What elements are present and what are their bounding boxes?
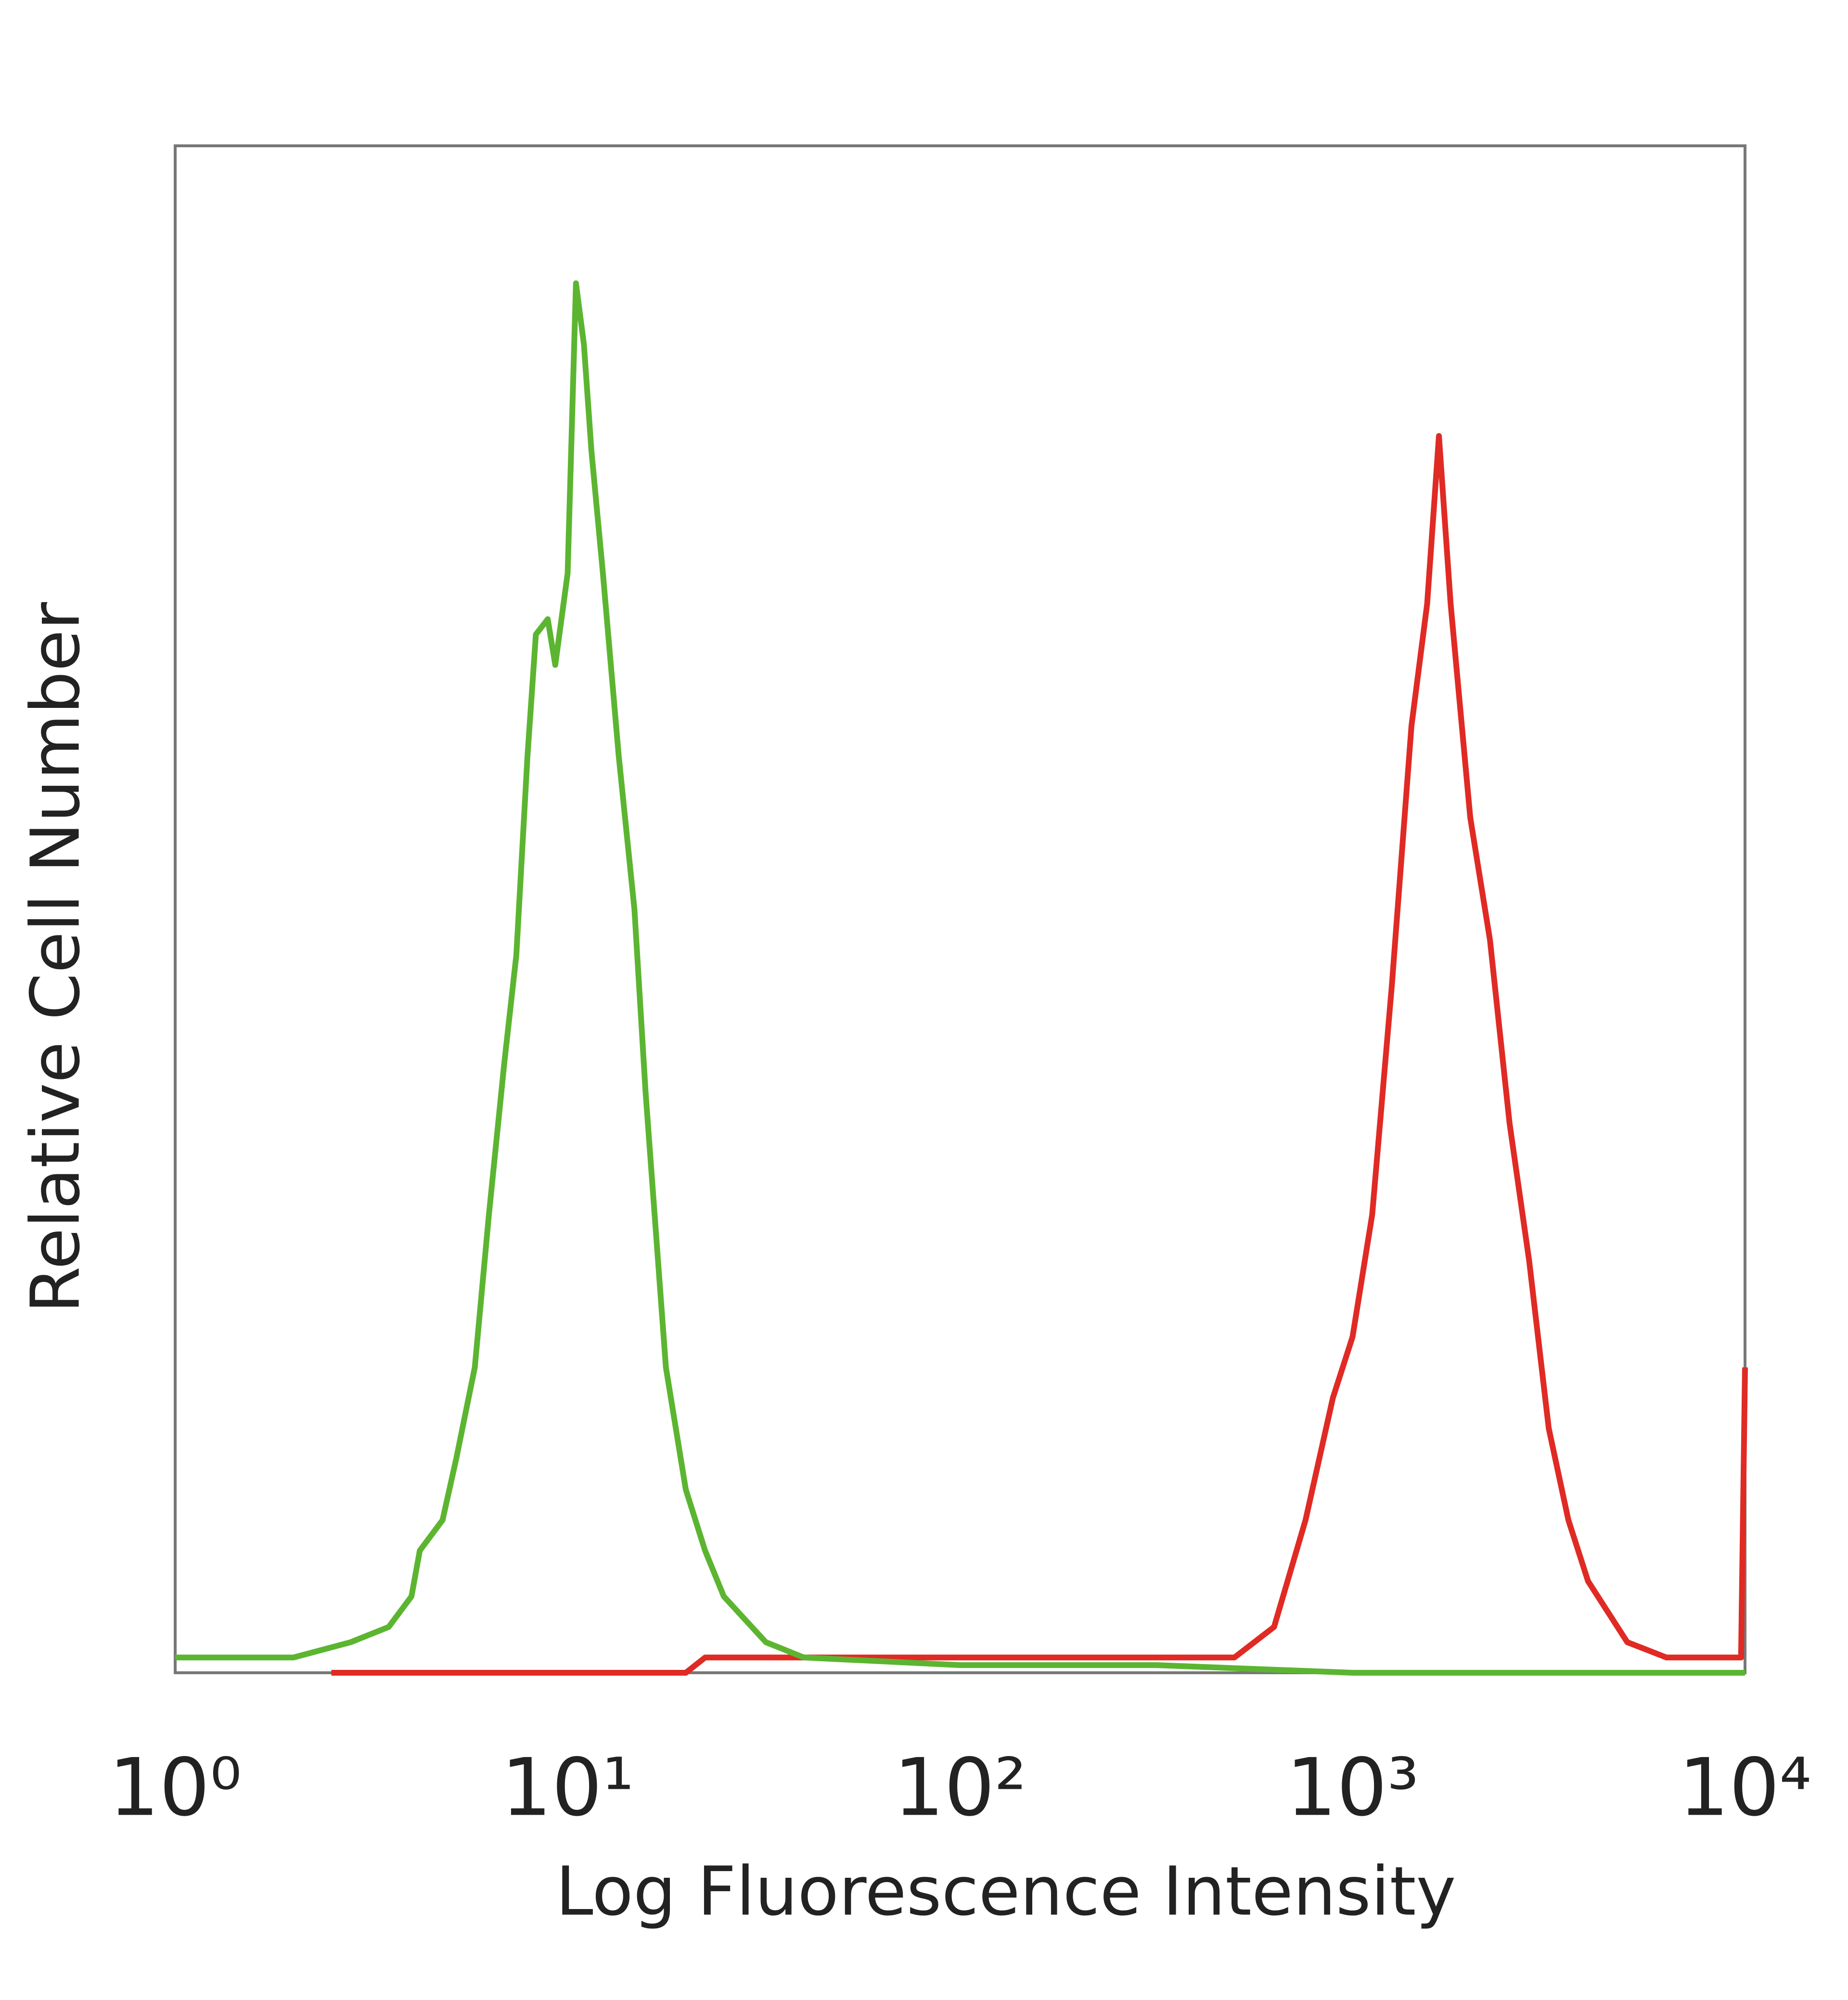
x-axis-title: Log Fluorescence Intensity (556, 1853, 1456, 1931)
series-line (331, 433, 1748, 1676)
x-tick-label: 10¹ (501, 1741, 634, 1833)
x-tick-label: 10² (894, 1741, 1027, 1833)
series-line (175, 280, 1745, 1676)
y-axis-title: Relative Cell Number (17, 602, 95, 1313)
plot-frame (174, 144, 1746, 1674)
x-tick-label: 10³ (1286, 1741, 1419, 1833)
x-tick-label: 10⁴ (1679, 1741, 1811, 1833)
x-tick-label: 10⁰ (109, 1741, 242, 1833)
